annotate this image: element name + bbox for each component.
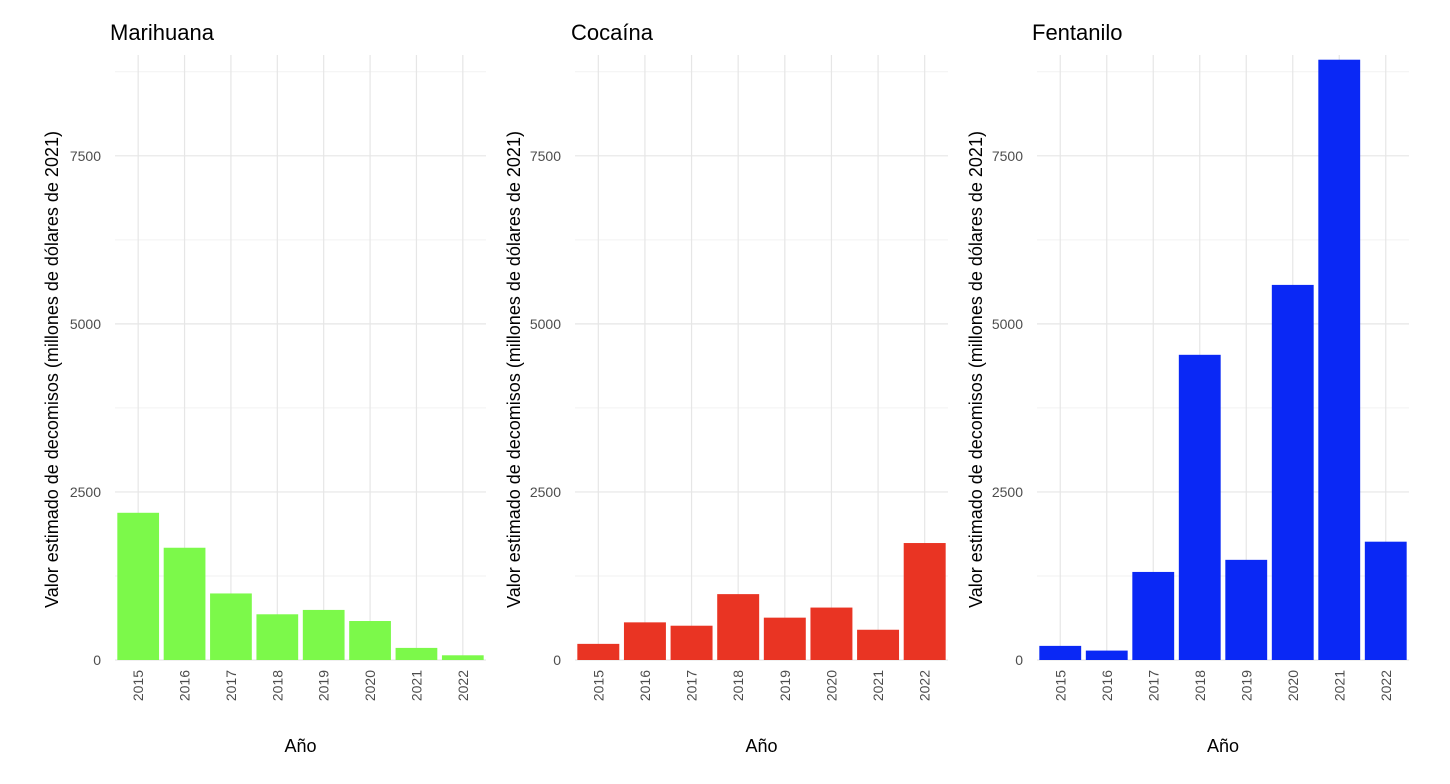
chart-title: Cocaína	[571, 20, 654, 45]
x-tick-label: 2015	[590, 670, 606, 701]
x-tick-label: 2018	[269, 670, 285, 701]
bar-2019	[302, 609, 345, 660]
y-tick-label: 0	[1015, 652, 1023, 668]
bar-2016	[163, 547, 206, 660]
x-axis-label: Año	[745, 736, 777, 756]
y-tick-label: 5000	[530, 316, 561, 332]
y-tick-label: 2500	[530, 484, 561, 500]
chart-panel-3: 0 2500 5000 7500 2015 2016 2017 2018 2019 2020 202…	[966, 20, 1409, 756]
bar-2017	[210, 593, 252, 660]
bar-2022	[1364, 541, 1407, 660]
x-tick-label: 2022	[455, 670, 471, 701]
bar-2015	[577, 643, 620, 660]
y-tick-label: 7500	[530, 148, 561, 164]
bar-2021	[395, 647, 438, 660]
y-axis-label: Valor estimado de decomisos (millones de…	[42, 131, 62, 608]
y-tick-label: 0	[93, 652, 101, 668]
x-tick-label: 2019	[316, 670, 332, 701]
chart-title: Marihuana	[110, 20, 215, 45]
bar-2015	[117, 512, 160, 660]
x-tick-label: 2019	[1238, 670, 1254, 701]
x-tick-label: 2018	[1192, 670, 1208, 701]
x-tick-label: 2017	[684, 670, 700, 701]
x-tick-label: 2020	[823, 670, 839, 701]
bar-2018	[717, 594, 760, 660]
bar-2018	[1178, 354, 1221, 660]
bar-2015	[1039, 645, 1082, 660]
x-tick-label: 2021	[870, 670, 886, 701]
x-axis-label: Año	[284, 736, 316, 756]
x-tick-label: 2022	[917, 670, 933, 701]
bar-2021	[857, 629, 900, 660]
bar-2016	[1085, 650, 1128, 660]
bar-2016	[623, 622, 666, 660]
x-tick-label: 2016	[637, 670, 653, 701]
x-tick-label: 2020	[362, 670, 378, 701]
y-tick-label: 0	[553, 652, 561, 668]
bar-2017	[670, 625, 713, 660]
x-axis-label: Año	[1207, 736, 1239, 756]
chart-panel-1: 0 2500 5000 7500 2015 2016 2017 2018 2019 2020 202…	[42, 20, 486, 756]
y-tick-label: 5000	[992, 316, 1023, 332]
bar-2020	[1271, 284, 1314, 660]
x-tick-label: 2021	[1331, 670, 1347, 701]
bar-2020	[810, 607, 853, 660]
x-tick-label: 2017	[223, 670, 239, 701]
x-tick-label: 2015	[130, 670, 146, 701]
x-tick-label: 2018	[730, 670, 746, 701]
x-tick-label: 2015	[1052, 670, 1068, 701]
x-tick-label: 2021	[408, 670, 424, 701]
grid-lines	[575, 55, 948, 661]
x-tick-label: 2016	[1099, 670, 1115, 701]
bar-2022	[903, 543, 946, 660]
y-tick-label: 5000	[70, 316, 101, 332]
y-tick-label: 7500	[70, 148, 101, 164]
bar-2017	[1132, 571, 1175, 660]
bar-2020	[349, 621, 391, 660]
bar-2021	[1318, 59, 1361, 660]
y-tick-label: 2500	[70, 484, 101, 500]
y-axis-label: Valor estimado de decomisos (millones de…	[966, 131, 986, 608]
y-tick-label: 2500	[992, 484, 1023, 500]
y-axis-label: Valor estimado de decomisos (millones de…	[504, 131, 524, 608]
x-tick-label: 2020	[1285, 670, 1301, 701]
x-tick-label: 2016	[177, 670, 193, 701]
bar-2019	[1225, 559, 1268, 660]
y-tick-label: 7500	[992, 148, 1023, 164]
chart-title: Fentanilo	[1032, 20, 1123, 45]
chart-panel-2: 0 2500 5000 7500 2015 2016 2017 2018 2019 2020 202…	[504, 20, 948, 756]
x-tick-label: 2017	[1145, 670, 1161, 701]
x-tick-label: 2019	[777, 670, 793, 701]
bar-2018	[256, 614, 299, 660]
bar-2019	[763, 617, 806, 660]
bar-2022	[441, 655, 484, 660]
x-tick-label: 2022	[1378, 670, 1394, 701]
